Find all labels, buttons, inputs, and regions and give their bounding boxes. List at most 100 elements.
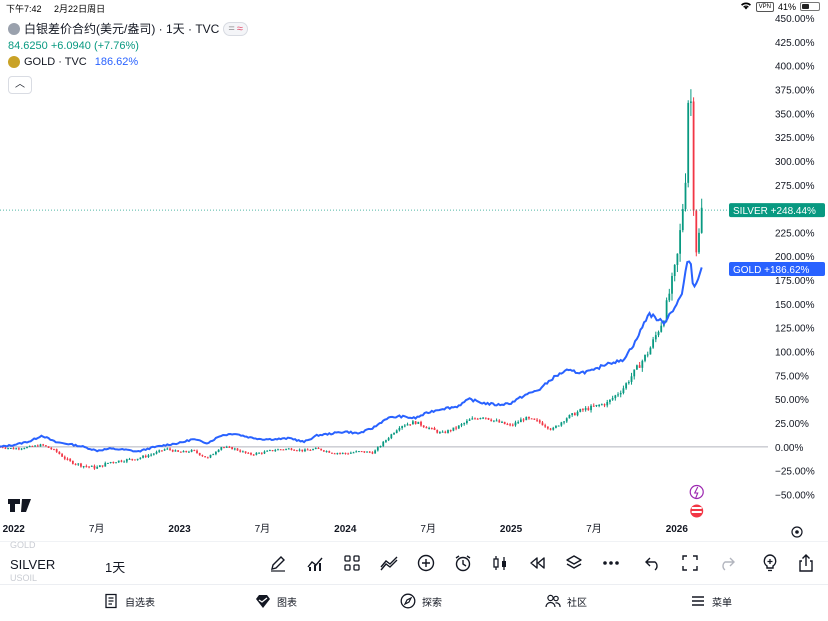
indicators-icon[interactable] <box>305 553 325 573</box>
y-tick-label: 150.00% <box>775 300 815 311</box>
silver-candle <box>595 404 598 407</box>
compare-row[interactable]: GOLD · TVC 186.62% <box>8 56 248 68</box>
silver-candle <box>161 450 163 452</box>
silver-badge-label: SILVER +248.44% <box>733 206 816 217</box>
people-icon <box>545 594 561 608</box>
silver-candle <box>26 446 28 449</box>
replay-rewind-icon[interactable] <box>527 553 547 573</box>
silver-candle <box>679 230 682 254</box>
silver-candle <box>98 465 101 468</box>
symbol-title[interactable]: 白银差价合约(美元/盎司) · 1天 · TVC <box>24 22 220 36</box>
silver-candle <box>109 462 112 464</box>
candle-style-icon[interactable] <box>490 553 510 573</box>
silver-candle <box>12 448 15 450</box>
nav-menu[interactable]: 菜单 <box>690 593 732 609</box>
nav-watchlist[interactable]: 自选表 <box>103 593 155 609</box>
silver-candle <box>592 405 595 407</box>
silver-candle <box>31 445 34 447</box>
silver-candle <box>120 460 123 462</box>
silver-candle <box>177 450 180 452</box>
silver-candle <box>93 465 96 469</box>
idea-lightbulb-icon[interactable] <box>760 553 780 573</box>
silver-candle <box>193 449 196 451</box>
nav-explore[interactable]: 探索 <box>400 593 442 609</box>
silver-candle <box>430 427 433 429</box>
silver-candle <box>387 438 390 441</box>
silver-candle <box>331 452 333 454</box>
silver-candle <box>320 448 323 451</box>
silver-candle <box>676 253 679 265</box>
silver-badge <box>729 203 825 218</box>
silver-candle <box>692 101 695 211</box>
nav-chart[interactable]: 图表 <box>255 593 297 609</box>
compare-style-toggle[interactable]: = ≈ <box>223 21 248 36</box>
silver-candle <box>614 395 617 399</box>
silver-candle <box>9 448 12 450</box>
silver-candle <box>576 411 579 416</box>
share-icon[interactable] <box>796 553 816 573</box>
silver-candle <box>328 451 331 453</box>
silver-candle <box>681 209 684 231</box>
event-flash-icon[interactable] <box>689 484 704 500</box>
silver-candle <box>622 388 625 394</box>
silver-candle <box>522 419 525 421</box>
silver-candle <box>546 426 549 429</box>
silver-candle <box>646 354 649 356</box>
silver-candle <box>482 417 484 419</box>
fullscreen-icon[interactable] <box>680 553 700 573</box>
layout-grid-icon[interactable] <box>342 553 362 573</box>
silver-candle <box>412 421 414 425</box>
settings-gear-icon[interactable] <box>791 526 803 538</box>
silver-candle <box>636 365 638 370</box>
silver-candle <box>528 416 530 419</box>
add-plus-icon[interactable] <box>416 553 436 573</box>
silver-candle <box>20 448 23 450</box>
silver-candle <box>433 428 436 431</box>
more-dots-icon[interactable] <box>601 553 621 573</box>
chart-canvas[interactable]: 450.00% 425.00% 400.00% 375.00% 350.00% 325.0… <box>0 14 828 542</box>
silver-candle <box>117 460 120 463</box>
silver-candle <box>654 335 657 340</box>
silver-candle <box>188 451 190 453</box>
y-tick-label: 400.00% <box>775 62 815 73</box>
x-tick-label: 2024 <box>334 524 357 535</box>
silver-candle <box>514 422 517 426</box>
undo-icon[interactable] <box>643 553 663 573</box>
silver-candle <box>422 425 425 428</box>
y-tick-label: −50.00% <box>775 490 815 501</box>
silver-candle <box>260 452 263 454</box>
silver-candle <box>360 451 363 453</box>
silver-candle <box>250 453 252 455</box>
silver-candle <box>336 453 339 455</box>
compare-trend-icon[interactable] <box>379 553 399 573</box>
y-tick-label: 325.00% <box>775 133 815 144</box>
silver-candle <box>503 421 506 425</box>
silver-candle <box>90 465 93 467</box>
nav-community[interactable]: 社区 <box>545 593 587 609</box>
silver-candle <box>339 453 341 455</box>
lightning-icon <box>693 486 699 499</box>
silver-candle <box>671 276 673 294</box>
silver-candle <box>600 404 603 406</box>
silver-candle <box>50 447 53 450</box>
silver-candle <box>233 448 236 450</box>
alarm-clock-icon[interactable] <box>453 553 473 573</box>
silver-candle <box>627 381 630 384</box>
nav-menu-label: 菜单 <box>712 597 732 609</box>
interval-selector[interactable]: 1天 <box>105 560 126 575</box>
silver-candle <box>231 447 233 450</box>
silver-candle <box>587 408 590 411</box>
layers-icon[interactable] <box>564 553 584 573</box>
vpn-badge: VPN <box>755 1 774 12</box>
silver-candle <box>268 450 271 452</box>
silver-candle <box>436 430 439 433</box>
last-price: 84.6250 <box>8 40 48 52</box>
silver-candle <box>215 451 217 455</box>
symbol-selector[interactable]: SILVER <box>10 557 56 572</box>
x-tick-label: 7月 <box>89 523 105 535</box>
drawing-pen-icon[interactable] <box>268 553 288 573</box>
silver-candle <box>509 424 511 426</box>
redo-icon[interactable] <box>717 553 737 573</box>
silver-candle <box>633 369 636 377</box>
collapse-legend-button[interactable]: ︿ <box>8 76 32 94</box>
